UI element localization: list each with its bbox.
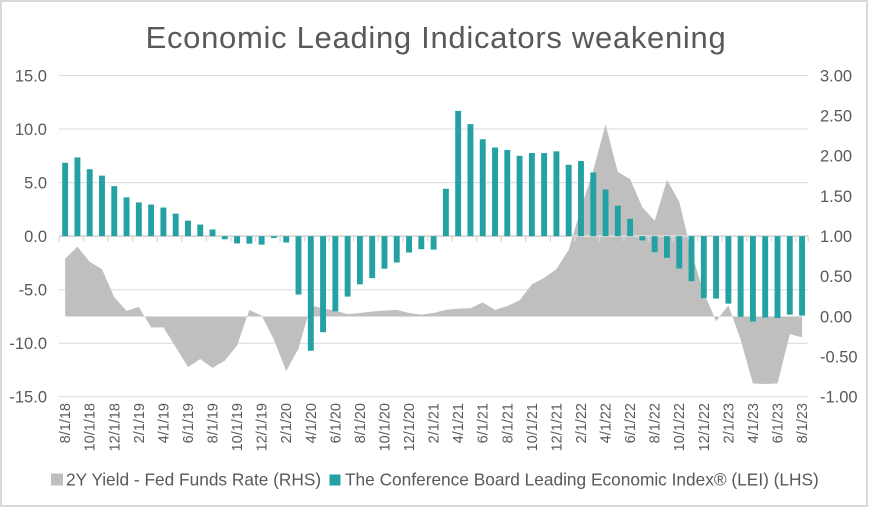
svg-text:10/1/20: 10/1/20 bbox=[377, 403, 393, 451]
svg-text:-10.0: -10.0 bbox=[9, 335, 47, 353]
svg-text:10/1/19: 10/1/19 bbox=[230, 403, 246, 451]
svg-text:2/1/22: 2/1/22 bbox=[574, 403, 590, 443]
svg-text:6/1/20: 6/1/20 bbox=[328, 403, 344, 443]
svg-text:15.0: 15.0 bbox=[15, 67, 47, 85]
svg-text:8/1/18: 8/1/18 bbox=[58, 403, 74, 443]
svg-text:10/1/22: 10/1/22 bbox=[672, 403, 688, 451]
svg-text:12/1/18: 12/1/18 bbox=[107, 403, 123, 451]
svg-text:5.0: 5.0 bbox=[24, 174, 47, 192]
svg-text:1.50: 1.50 bbox=[820, 188, 852, 206]
svg-text:0.0: 0.0 bbox=[24, 228, 47, 246]
svg-text:8/1/20: 8/1/20 bbox=[353, 403, 369, 443]
svg-text:-5.0: -5.0 bbox=[19, 282, 47, 300]
svg-text:6/1/21: 6/1/21 bbox=[476, 403, 492, 443]
svg-text:0.50: 0.50 bbox=[820, 268, 852, 286]
svg-text:8/1/19: 8/1/19 bbox=[206, 403, 222, 443]
svg-text:4/1/23: 4/1/23 bbox=[746, 403, 762, 443]
svg-text:6/1/19: 6/1/19 bbox=[181, 403, 197, 443]
svg-text:2/1/19: 2/1/19 bbox=[132, 403, 148, 443]
svg-text:12/1/22: 12/1/22 bbox=[697, 403, 713, 451]
svg-text:1.00: 1.00 bbox=[820, 228, 852, 246]
svg-text:2.00: 2.00 bbox=[820, 148, 852, 166]
svg-text:2/1/20: 2/1/20 bbox=[279, 403, 295, 443]
svg-text:12/1/19: 12/1/19 bbox=[255, 403, 271, 451]
svg-text:Economic Leading Indicators we: Economic Leading Indicators weakening bbox=[146, 20, 727, 55]
svg-text:6/1/23: 6/1/23 bbox=[771, 403, 787, 443]
svg-text:8/1/23: 8/1/23 bbox=[795, 403, 811, 443]
svg-text:-1.00: -1.00 bbox=[820, 389, 858, 407]
svg-text:The Conference Board Leading E: The Conference Board Leading Economic In… bbox=[345, 470, 819, 490]
svg-text:2/1/21: 2/1/21 bbox=[427, 403, 443, 443]
svg-text:4/1/22: 4/1/22 bbox=[599, 403, 615, 443]
svg-text:12/1/21: 12/1/21 bbox=[549, 403, 565, 451]
svg-text:2/1/23: 2/1/23 bbox=[721, 403, 737, 443]
svg-text:10.0: 10.0 bbox=[15, 121, 47, 139]
svg-text:-15.0: -15.0 bbox=[9, 389, 47, 407]
svg-text:-0.50: -0.50 bbox=[820, 348, 858, 366]
svg-text:4/1/20: 4/1/20 bbox=[304, 403, 320, 443]
svg-text:10/1/21: 10/1/21 bbox=[525, 403, 541, 451]
svg-text:0.00: 0.00 bbox=[820, 308, 852, 326]
svg-text:2.50: 2.50 bbox=[820, 107, 852, 125]
svg-text:3.00: 3.00 bbox=[820, 67, 852, 85]
svg-text:8/1/21: 8/1/21 bbox=[500, 403, 516, 443]
svg-text:2Y Yield - Fed Funds Rate (RHS: 2Y Yield - Fed Funds Rate (RHS) bbox=[66, 470, 321, 490]
svg-text:4/1/21: 4/1/21 bbox=[451, 403, 467, 443]
svg-text:10/1/18: 10/1/18 bbox=[83, 403, 99, 451]
svg-text:6/1/22: 6/1/22 bbox=[623, 403, 639, 443]
svg-text:4/1/19: 4/1/19 bbox=[156, 403, 172, 443]
svg-text:12/1/20: 12/1/20 bbox=[402, 403, 418, 451]
svg-text:8/1/22: 8/1/22 bbox=[648, 403, 664, 443]
